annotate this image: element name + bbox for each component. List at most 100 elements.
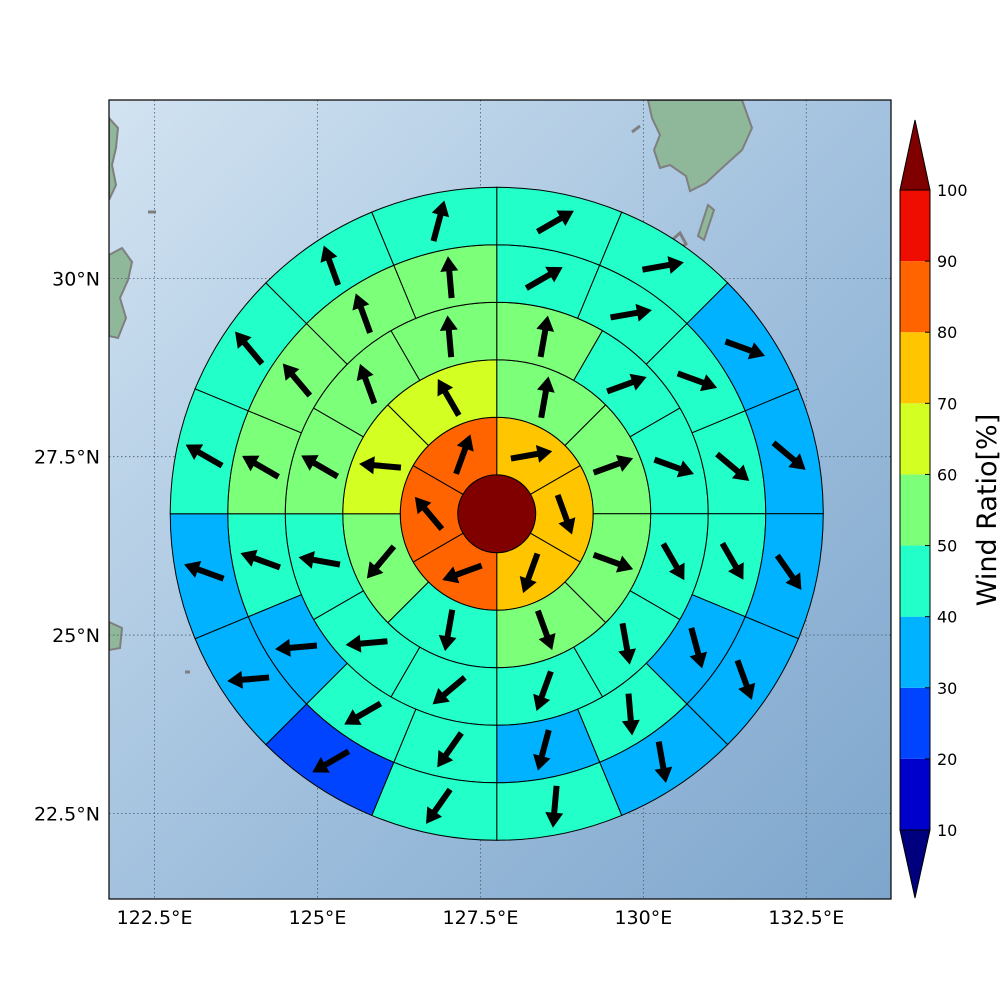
wind-arrow-ring-5-sector-7 (545, 785, 564, 828)
wind-arrow-shape (653, 456, 694, 478)
colorbar-swatch (900, 687, 930, 759)
wind-arrow-shape (676, 370, 718, 392)
colorbar-swatch (900, 190, 930, 262)
wind-arrow-ring-2-sector-6 (359, 456, 402, 475)
wind-arrow-ring-5-sector-5 (734, 659, 756, 700)
wind-arrow-ring-3-sector-1 (606, 373, 647, 395)
wind-arrow-shape (344, 700, 383, 725)
wind-arrow-ring-4-sector-11 (240, 549, 281, 571)
wind-arrow-ring-3-sector-5 (533, 670, 554, 711)
wind-arrow-shape (453, 434, 474, 475)
wind-arrow-shape (242, 455, 280, 480)
wind-arrow-ring-3-sector-6 (432, 675, 467, 705)
colorbar-tick-label: 90 (937, 252, 957, 271)
wind-arrow-ring-4-sector-15 (440, 256, 459, 299)
wind-arrow-ring-5-sector-14 (320, 245, 341, 287)
colorbar-over-triangle (899, 119, 931, 191)
wind-arrow-ring-5-sector-0 (536, 210, 574, 235)
lon-tick-label: 130°E (614, 907, 672, 929)
china-coast-north (109, 116, 120, 201)
wind-arrow-shape (641, 256, 684, 274)
wind-arrow-shape (592, 454, 634, 476)
wind-arrow-ring-5-sector-11 (184, 561, 225, 582)
wind-arrow-ring-4-sector-13 (282, 363, 313, 398)
wind-arrow-ring-1-sector-1 (554, 493, 576, 535)
wind-arrow-shape (524, 266, 563, 291)
wind-arrow-ring-5-sector-3 (771, 440, 806, 470)
wind-arrow-shape (185, 444, 224, 469)
lon-tick-label: 122.5°E (117, 907, 193, 929)
wind-arrow-shape (719, 541, 744, 580)
wind-arrow-shape (352, 293, 373, 334)
wind-arrow-ring-5-sector-9 (312, 748, 351, 773)
wind-arrow-shape (282, 363, 313, 398)
wind-arrow-ring-2-sector-2 (592, 552, 634, 573)
lat-tick-label: 30°N (52, 268, 100, 290)
wind-arrow-ring-3-sector-7 (345, 634, 388, 653)
longitude-tick-labels: 122.5°E 125°E 127.5°E 130°E 132.5°E (117, 907, 845, 929)
wind-arrow-ring-3-sector-9 (301, 455, 340, 480)
wind-arrow-ring-3-sector-4 (618, 622, 637, 665)
wind-arrow-shape (606, 373, 647, 395)
wind-arrow-ring-5-sector-2 (724, 338, 765, 360)
wind-arrow-shape (724, 338, 765, 360)
wind-arrow-ring-1-sector-5 (453, 434, 474, 475)
wind-arrow-shape (774, 553, 802, 590)
lat-tick-label: 22.5°N (34, 803, 100, 825)
colorbar-tick-label: 100 (937, 181, 968, 200)
wind-arrow-shape (618, 622, 637, 665)
wind-arrow-ring-2-sector-5 (366, 544, 397, 579)
wind-arrow-shape (356, 363, 378, 405)
wind-arrow-shape (442, 562, 483, 584)
wind-arrow-ring-5-sector-12 (185, 444, 224, 469)
wind-arrow-ring-2-sector-3 (535, 609, 556, 651)
wind-arrow-shape (660, 542, 685, 581)
map-panel[interactable] (108, 99, 892, 900)
china-coast-middle (109, 246, 134, 340)
wind-arrow-ring-4-sector-10 (275, 638, 318, 657)
colorbar-tick-label: 10 (937, 821, 957, 840)
wind-arrow-shape (345, 634, 388, 653)
wind-arrow-ring-5-sector-4 (774, 553, 802, 590)
wind-arrow-shape (312, 748, 351, 773)
wind-direction-arrows (184, 200, 806, 828)
colorbar-swatch (900, 545, 930, 617)
map-frame (108, 99, 892, 900)
wind-arrow-shape (235, 331, 265, 366)
colorbar-tick-label: 20 (937, 750, 957, 769)
wind-arrow-shape (621, 693, 640, 736)
wind-arrow-shape (359, 456, 402, 475)
wind-arrow-ring-2-sector-0 (537, 376, 555, 419)
wind-arrow-shape (301, 455, 340, 480)
wind-arrow-ring-3-sector-8 (298, 550, 341, 569)
colorbar-label: Wind Ratio[%] (972, 414, 1000, 606)
wind-arrow-shape (320, 245, 341, 287)
wind-arrow-ring-5-sector-1 (641, 256, 684, 274)
wind-arrow-shape (533, 729, 552, 771)
wind-arrow-shape (536, 210, 574, 235)
wind-arrow-ring-4-sector-9 (344, 700, 383, 725)
wind-arrow-shape (533, 670, 554, 711)
wind-arrow-ring-4-sector-6 (621, 693, 640, 736)
wind-arrow-shape (426, 787, 453, 824)
colorbar-swatch (900, 474, 930, 546)
lon-tick-label: 125°E (289, 907, 347, 929)
wind-arrow-ring-2-sector-7 (437, 378, 462, 417)
wind-arrow-shape (510, 445, 553, 463)
colorbar-swatch (900, 403, 930, 475)
wind-arrow-shape (366, 544, 397, 579)
wind-arrow-ring-3-sector-3 (660, 542, 685, 581)
wind-arrow-ring-4-sector-14 (352, 293, 373, 334)
wind-ratio-sectors (169, 186, 824, 841)
wind-arrow-shape (715, 451, 750, 482)
colorbar-swatch (900, 616, 930, 688)
wind-arrow-shape (654, 741, 673, 784)
colorbar-outline (899, 189, 931, 831)
wind-arrow-shape (535, 609, 556, 651)
wind-arrow-ring-5-sector-10 (227, 670, 270, 689)
wind-arrow-shape (430, 200, 450, 242)
wind-arrow-shape (734, 659, 756, 700)
tanegashima-island (696, 203, 716, 242)
wind-arrow-ring-5-sector-13 (235, 331, 265, 366)
islet-coastline-1 (631, 124, 641, 134)
